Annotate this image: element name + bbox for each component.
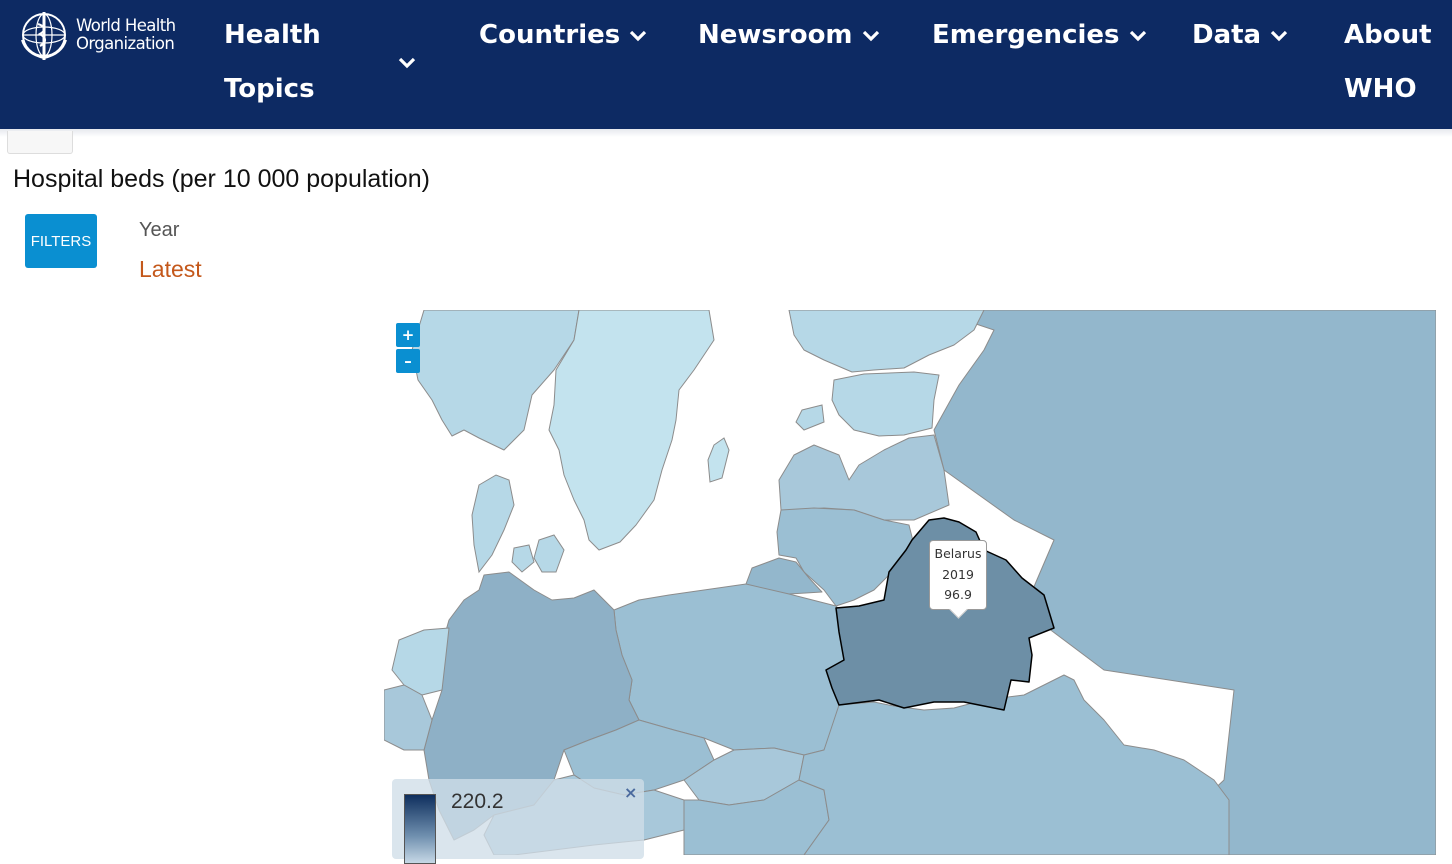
tooltip-year: 2019 bbox=[942, 566, 974, 582]
nav-health-topics-line2: Topics bbox=[224, 74, 315, 104]
country-belgium[interactable] bbox=[384, 684, 433, 751]
country-belarus[interactable] bbox=[825, 517, 1055, 711]
tooltip-value: 96.9 bbox=[944, 587, 972, 602]
tooltip-country: Belarus bbox=[934, 546, 982, 561]
country-ukraine[interactable] bbox=[798, 674, 1230, 855]
island-saaremaa[interactable] bbox=[795, 404, 825, 431]
choropleth-map[interactable]: + – bbox=[384, 310, 1436, 855]
nav-emergencies-label: Emergencies bbox=[932, 20, 1120, 50]
nav-about-who-line1: About bbox=[1344, 20, 1432, 50]
country-sweden[interactable] bbox=[548, 310, 715, 551]
nav-emergencies[interactable]: Emergencies bbox=[932, 8, 1147, 62]
island-funen[interactable] bbox=[511, 544, 535, 573]
logo-text-line2: Organization bbox=[76, 34, 175, 53]
chevron-down-icon bbox=[1129, 30, 1146, 41]
island-gotland[interactable] bbox=[707, 437, 730, 483]
nav-about-who[interactable]: About WHO bbox=[1344, 8, 1432, 116]
nav-newsroom[interactable]: Newsroom bbox=[698, 8, 880, 62]
map-legend: 220.2 × bbox=[392, 779, 644, 864]
nav-health-topics[interactable]: Health Topics bbox=[224, 8, 321, 116]
logo-text-line1: World Health bbox=[76, 16, 176, 35]
chevron-down-icon bbox=[1271, 30, 1288, 41]
country-denmark[interactable] bbox=[471, 474, 515, 574]
chevron-down-icon bbox=[862, 30, 879, 41]
nav-data-label: Data bbox=[1192, 20, 1262, 50]
map-canvas[interactable] bbox=[384, 310, 1436, 855]
top-navigation-bar: World Health Organization Health Topics … bbox=[0, 0, 1452, 129]
chevron-down-icon bbox=[630, 30, 647, 41]
country-norway[interactable] bbox=[411, 310, 580, 451]
nav-about-who-line2: WHO bbox=[1344, 74, 1417, 104]
nav-countries-label: Countries bbox=[479, 20, 621, 50]
nav-shadow bbox=[0, 129, 1452, 137]
nav-health-topics-line1: Health bbox=[224, 20, 321, 50]
country-russia[interactable] bbox=[933, 310, 1436, 855]
year-filter-label: Year bbox=[139, 219, 180, 241]
nav-countries[interactable]: Countries bbox=[479, 8, 647, 62]
nav-newsroom-label: Newsroom bbox=[698, 20, 853, 50]
year-filter-value[interactable]: Latest bbox=[139, 256, 202, 282]
country-estonia[interactable] bbox=[831, 371, 940, 437]
country-netherlands[interactable] bbox=[391, 627, 450, 696]
nav-data[interactable]: Data bbox=[1192, 8, 1288, 62]
page-title: Hospital beds (per 10 000 population) bbox=[13, 165, 430, 193]
tab-remnant[interactable] bbox=[7, 131, 73, 154]
who-emblem-icon bbox=[21, 12, 67, 60]
who-logo[interactable]: World Health Organization bbox=[16, 10, 186, 62]
country-finland[interactable] bbox=[788, 310, 985, 373]
zoom-in-button[interactable]: + bbox=[396, 323, 420, 347]
country-latvia[interactable] bbox=[778, 434, 950, 521]
legend-max-value: 220.2 bbox=[451, 790, 504, 813]
island-zealand[interactable] bbox=[533, 534, 565, 573]
filters-button[interactable]: FILTERS bbox=[25, 214, 97, 268]
zoom-out-button[interactable]: – bbox=[396, 349, 420, 373]
legend-close-icon[interactable]: × bbox=[624, 783, 638, 802]
legend-color-scale bbox=[404, 794, 436, 864]
map-tooltip: Belarus 2019 96.9 bbox=[929, 540, 987, 610]
country-lithuania[interactable] bbox=[776, 507, 915, 607]
chevron-down-icon[interactable] bbox=[398, 56, 416, 70]
